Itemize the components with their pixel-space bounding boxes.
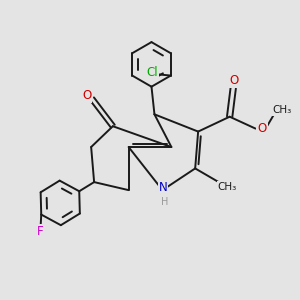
Text: O: O (229, 74, 239, 87)
Text: CH₃: CH₃ (272, 106, 292, 116)
Text: H: H (161, 197, 169, 207)
Text: F: F (37, 225, 44, 238)
Text: O: O (257, 122, 267, 134)
Text: N: N (159, 181, 167, 194)
Text: CH₃: CH₃ (218, 182, 237, 192)
Text: Cl: Cl (146, 66, 158, 79)
Text: O: O (82, 89, 91, 102)
